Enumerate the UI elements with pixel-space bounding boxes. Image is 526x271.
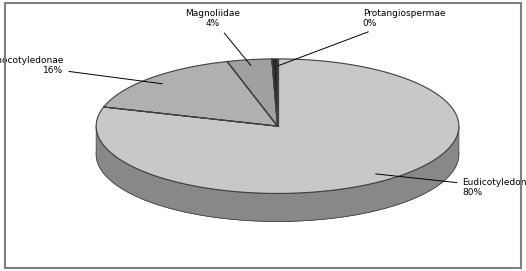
Text: Monocotyledonae
16%: Monocotyledonae 16%	[0, 56, 163, 84]
Polygon shape	[272, 59, 278, 126]
Polygon shape	[104, 62, 278, 126]
Polygon shape	[227, 59, 278, 126]
Text: Magnoliidae
4%: Magnoliidae 4%	[185, 9, 251, 66]
Polygon shape	[96, 126, 459, 221]
Text: Protangiospermae
0%: Protangiospermae 0%	[278, 9, 445, 66]
Polygon shape	[96, 59, 459, 193]
Ellipse shape	[96, 87, 459, 221]
Text: Eudicotyledonae
80%: Eudicotyledonae 80%	[376, 174, 526, 197]
